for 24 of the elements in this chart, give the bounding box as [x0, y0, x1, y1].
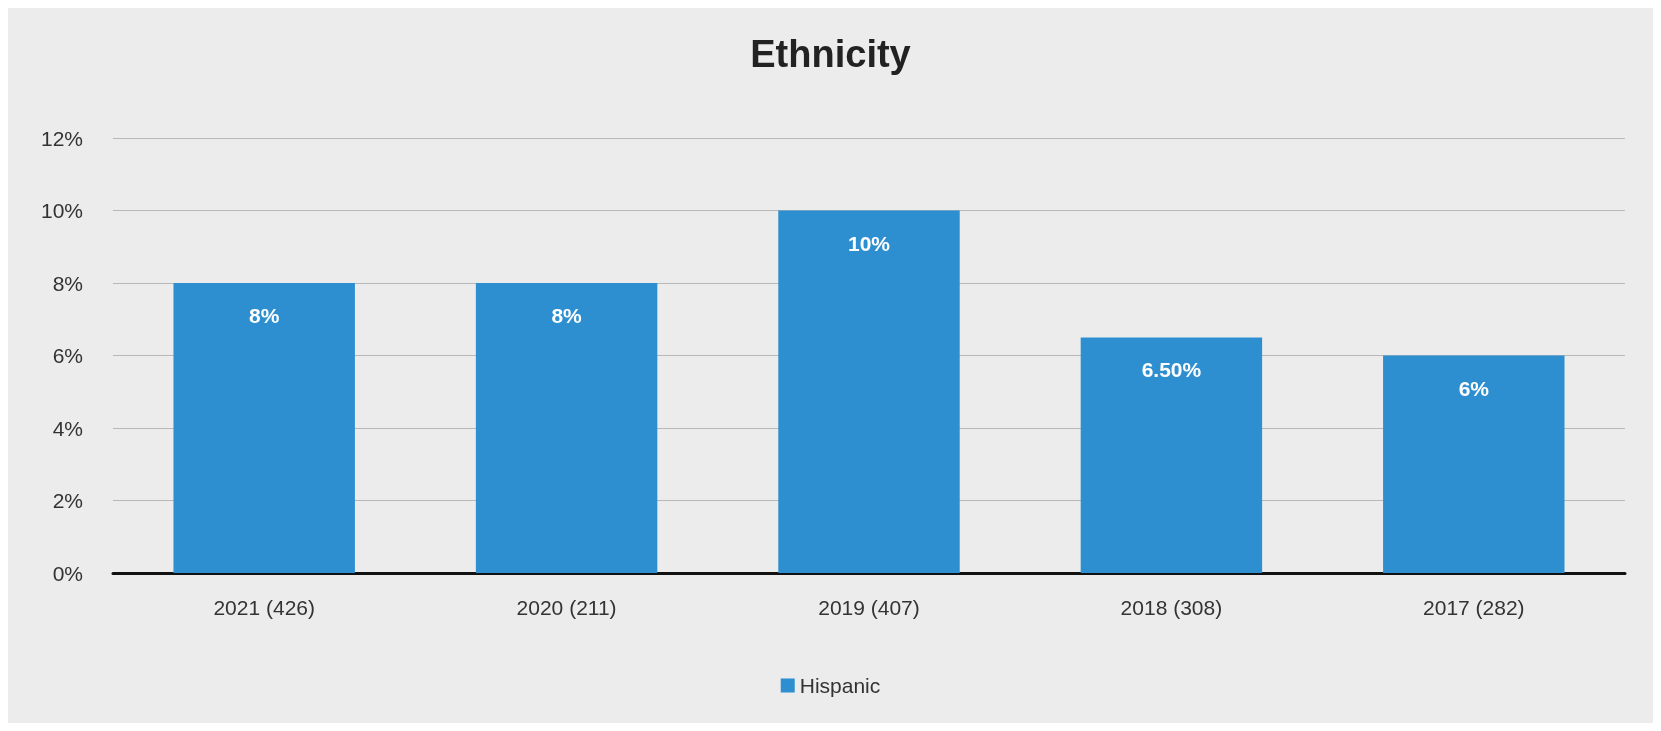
y-tick-label: 10% [40, 199, 83, 222]
y-tick-label: 6% [52, 344, 83, 367]
y-tick-label: 4% [52, 416, 83, 440]
x-tick-label: 2020 (211) [516, 596, 617, 619]
y-tick-label: 0% [52, 561, 83, 585]
bar [173, 283, 355, 573]
x-tick-label: 2017 (282) [1423, 596, 1525, 619]
data-label: 8% [249, 304, 280, 327]
bar [778, 210, 960, 573]
y-tick-label: 8% [52, 271, 83, 295]
bar [1080, 337, 1263, 573]
x-tick-label: 2018 (308) [1120, 596, 1223, 619]
x-tick-label: 2021 (426) [213, 596, 315, 619]
data-label: 6% [1458, 376, 1490, 400]
chart-title: Ethnicity [750, 33, 911, 75]
data-label: 8% [551, 304, 583, 327]
data-label: 6.50% [1141, 358, 1202, 382]
data-label: 10% [847, 231, 891, 255]
y-tick-label: 12% [40, 126, 83, 150]
bar [1383, 355, 1565, 573]
y-tick-label: 2% [52, 489, 83, 512]
legend-label: Hispanic [799, 674, 881, 697]
bar [475, 283, 658, 573]
x-tick-label: 2019 (407) [818, 596, 920, 619]
